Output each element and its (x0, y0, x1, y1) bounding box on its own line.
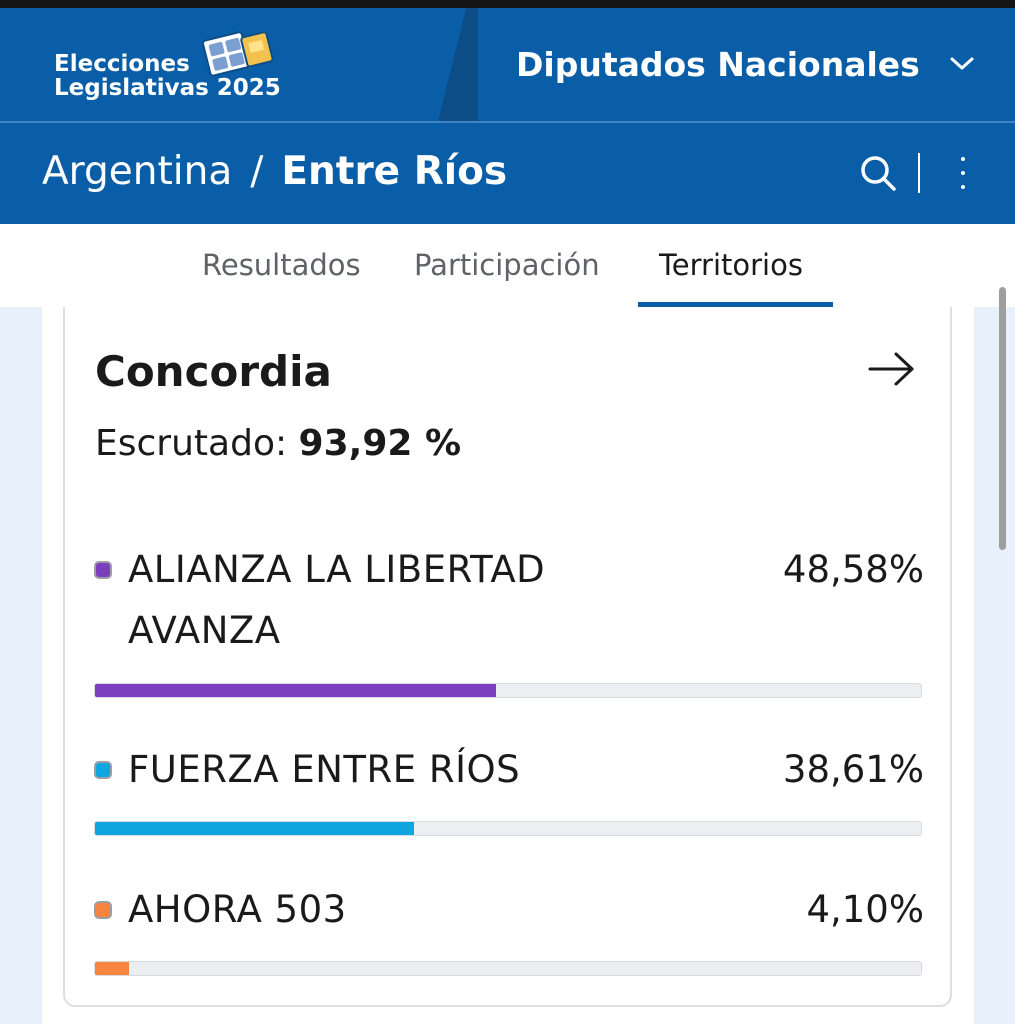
vote-bar-fill (95, 962, 129, 975)
party-name: ALIANZA LA LIBERTAD AVANZA (128, 539, 668, 661)
kebab-menu-icon[interactable] (950, 153, 976, 193)
vote-bar-fill (95, 684, 497, 697)
party-name-line2: AVANZA (128, 609, 281, 652)
scrollbar[interactable] (999, 287, 1006, 550)
scrutiny-status: Escrutado: 93,92 % (95, 423, 461, 464)
scrutiny-value: 93,92 % (298, 423, 462, 464)
election-type-label[interactable]: Diputados Nacionales (516, 45, 920, 84)
tab-bar: Resultados Participación Territorios (0, 224, 1015, 307)
party-percentage: 38,61% (782, 748, 924, 791)
header-vertical-divider (918, 153, 920, 193)
chevron-down-icon[interactable] (948, 55, 976, 73)
breadcrumb-country[interactable]: Argentina (42, 149, 233, 194)
territory-title: Concordia (95, 347, 332, 396)
tab-resultados[interactable]: Resultados (202, 248, 361, 282)
breadcrumb-bar: Argentina / Entre Ríos (0, 123, 1015, 224)
status-bar-strip (0, 0, 1015, 8)
active-tab-indicator (638, 302, 833, 307)
party-percentage: 48,58% (782, 548, 924, 591)
vote-bar-track (94, 683, 922, 698)
party-name: AHORA 503 (128, 879, 668, 940)
party-name-line1: AHORA 503 (128, 888, 347, 931)
vote-bar-track (94, 821, 922, 836)
search-icon[interactable] (858, 153, 898, 193)
party-name-line1: FUERZA ENTRE RÍOS (128, 748, 521, 791)
tab-participacion[interactable]: Participación (414, 248, 600, 282)
tab-territorios[interactable]: Territorios (659, 248, 803, 282)
vote-bar-track (94, 961, 922, 976)
party-percentage: 4,10% (806, 888, 924, 931)
vote-bar-fill (95, 822, 414, 835)
elections-logo[interactable]: Elecciones Legislativas 2025 (54, 52, 281, 100)
territory-card: Concordia Escrutado: 93,92 % ALIANZA LA … (63, 307, 952, 1007)
header-divider (0, 121, 1015, 123)
breadcrumb-separator: / (250, 149, 264, 194)
election-type-selector[interactable] (478, 8, 1015, 122)
party-color-dot (94, 901, 112, 919)
scrutiny-label: Escrutado: (95, 423, 288, 464)
breadcrumb: Argentina / Entre Ríos (42, 149, 507, 194)
logo-line2: Legislativas 2025 (54, 75, 281, 101)
logo-line1: Elecciones (54, 51, 190, 77)
ballot-logo-icon (201, 31, 274, 77)
party-name-line1: ALIANZA LA LIBERTAD (128, 548, 546, 591)
breadcrumb-province: Entre Ríos (281, 149, 508, 194)
party-color-dot (94, 561, 112, 579)
arrow-right-icon[interactable] (867, 349, 917, 389)
app-header: Elecciones Legislativas 2025 Diputados N… (0, 8, 1015, 122)
party-name: FUERZA ENTRE RÍOS (128, 739, 668, 800)
party-color-dot (94, 761, 112, 779)
